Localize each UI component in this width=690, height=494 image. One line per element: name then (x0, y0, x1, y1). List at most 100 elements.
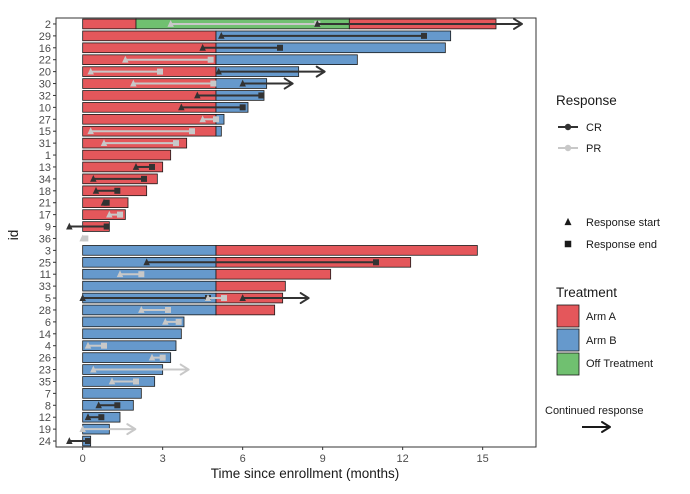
response-32-cr-0-start-marker (194, 91, 201, 99)
response-5-pr-1-start-marker (204, 294, 212, 301)
response-2-pr-0-start-marker (167, 20, 174, 27)
response-20-cr-1-continued-arrow (218, 65, 326, 78)
bar-11-arm_a-1 (215, 268, 332, 280)
y-tick-label-35: 35 (39, 376, 51, 388)
response-34-cr-0-end-marker (141, 175, 147, 182)
response-2-cr-1-start-marker (314, 20, 321, 27)
response-32-cr-0-end-marker (258, 92, 265, 99)
response-27-pr-0-start-marker (199, 115, 206, 123)
response-19-pr-0-start-marker (79, 425, 86, 433)
y-tick-label-8: 8 (45, 400, 51, 412)
x-tick-label-6: 6 (240, 453, 246, 465)
y-tick-label-18: 18 (39, 186, 51, 198)
bar-3-arm_a-1 (215, 245, 478, 256)
bar-27-arm_a-0 (82, 114, 217, 125)
response-6-pr-0-start-marker (162, 317, 169, 325)
response-26-pr-0-start-marker (148, 353, 156, 361)
y-tick-label-20: 20 (39, 67, 51, 79)
response-8-cr-0-end-marker (114, 402, 121, 409)
axes: Time since enrollment (months) id 229162… (6, 19, 489, 481)
legend-off-treatment-label: Off Treatment (586, 358, 653, 370)
y-tick-label-19: 19 (39, 424, 51, 436)
x-tick-label-12: 12 (397, 453, 409, 465)
response-17-pr-0-start-marker (106, 210, 113, 218)
response-2-cr-1-continued-arrow-head (513, 17, 523, 30)
response-22-pr-0-end-marker (207, 56, 214, 63)
response-23-pr-0-continued-arrow (93, 363, 190, 376)
x-tick-label-0: 0 (80, 453, 86, 465)
bar-22-arm_b-1 (215, 54, 358, 65)
legend: Response CR PR Response start Response e… (545, 93, 660, 433)
response-36-pr-0-end-marker (82, 235, 89, 242)
bar-28-arm_a-1 (215, 304, 276, 316)
y-tick-label-17: 17 (39, 210, 51, 222)
response-25-cr-0-start-marker (143, 258, 150, 266)
x-tick-label-15: 15 (477, 453, 489, 465)
y-tick-label-29: 29 (39, 31, 51, 43)
y-tick-label-13: 13 (39, 162, 51, 174)
response-30-pr-0-start-marker (130, 79, 137, 87)
response-24-cr-0-end-marker (85, 438, 91, 445)
response-10-cr-0-start-marker (178, 103, 185, 111)
y-tick-label-7: 7 (45, 388, 51, 400)
legend-response-end-label: Response end (586, 239, 657, 251)
y-tick-label-14: 14 (39, 329, 51, 341)
bar-16-arm_a-0 (82, 42, 217, 54)
response-26-pr-0-end-marker (159, 354, 166, 361)
y-tick-label-3: 3 (45, 245, 51, 257)
response-34-cr-0-start-marker (90, 174, 97, 182)
y-tick-label-26: 26 (39, 353, 51, 365)
bar-14-arm_b-0 (82, 328, 182, 340)
legend-arm-b-key (556, 328, 580, 352)
response-16-cr-0-start-marker (199, 43, 206, 51)
bar-3-arm_b-0 (82, 245, 217, 256)
bar-33-arm_a-1 (215, 280, 286, 292)
response-21-cr-0-end-marker (103, 199, 110, 206)
bar-17-arm_a-0 (82, 209, 126, 220)
response-8-cr-0-start-marker (95, 401, 102, 409)
response-17-pr-0-end-marker (117, 211, 123, 218)
response-18-cr-0-end-marker (114, 187, 121, 194)
bar-7-arm_b-0 (82, 388, 142, 399)
response-4-pr-0-end-marker (101, 342, 107, 349)
x-axis-title: Time since enrollment (months) (211, 466, 400, 481)
response-5-cr-0-start-marker (79, 294, 86, 301)
y-tick-label-21: 21 (39, 198, 51, 210)
response-9-cr-0-end-marker (103, 223, 110, 230)
y-tick-label-34: 34 (39, 174, 51, 186)
x-tick-label-3: 3 (160, 453, 166, 465)
y-tick-label-16: 16 (39, 43, 51, 55)
y-tick-label-24: 24 (39, 436, 51, 448)
response-30-cr-1-start-marker (239, 79, 246, 87)
response-2-cr-1-continued-arrow (317, 17, 523, 30)
response-12-cr-0-start-marker (84, 413, 92, 421)
legend-off-treatment-key (556, 352, 580, 376)
response-23-pr-0-continued-arrow-head (179, 363, 190, 376)
y-tick-label-12: 12 (39, 412, 51, 424)
response-5-cr-2-continued-arrow (242, 292, 310, 305)
legend-response-title: Response (556, 93, 617, 108)
response-15-pr-0-start-marker (87, 127, 94, 135)
x-tick-label-9: 9 (320, 453, 326, 465)
response-23-pr-0-start-marker (90, 365, 97, 373)
response-30-cr-1-continued-arrow-head (283, 77, 294, 90)
response-35-pr-0-end-marker (133, 378, 139, 385)
legend-arm-a-key (556, 304, 580, 328)
response-4-pr-0-start-marker (84, 341, 92, 349)
bar-4-arm_b-0 (82, 340, 177, 351)
legend-response-end-key (564, 240, 572, 248)
response-12-cr-0-end-marker (98, 414, 105, 421)
legend-response-start-label: Response start (586, 217, 660, 229)
y-tick-label-1: 1 (45, 150, 51, 162)
y-tick-label-4: 4 (45, 341, 51, 353)
legend-pr-key-point (564, 144, 572, 152)
y-tick-label-9: 9 (45, 222, 51, 234)
y-tick-label-28: 28 (39, 305, 51, 317)
legend-pr-label: PR (586, 143, 601, 155)
response-25-cr-0-end-marker (373, 259, 379, 266)
response-20-cr-1-start-marker (215, 67, 222, 75)
response-16-cr-0-end-marker (277, 44, 283, 51)
response-22-pr-0-start-marker (122, 55, 129, 63)
y-tick-label-27: 27 (39, 114, 51, 126)
response-31-pr-0-start-marker (100, 139, 108, 147)
